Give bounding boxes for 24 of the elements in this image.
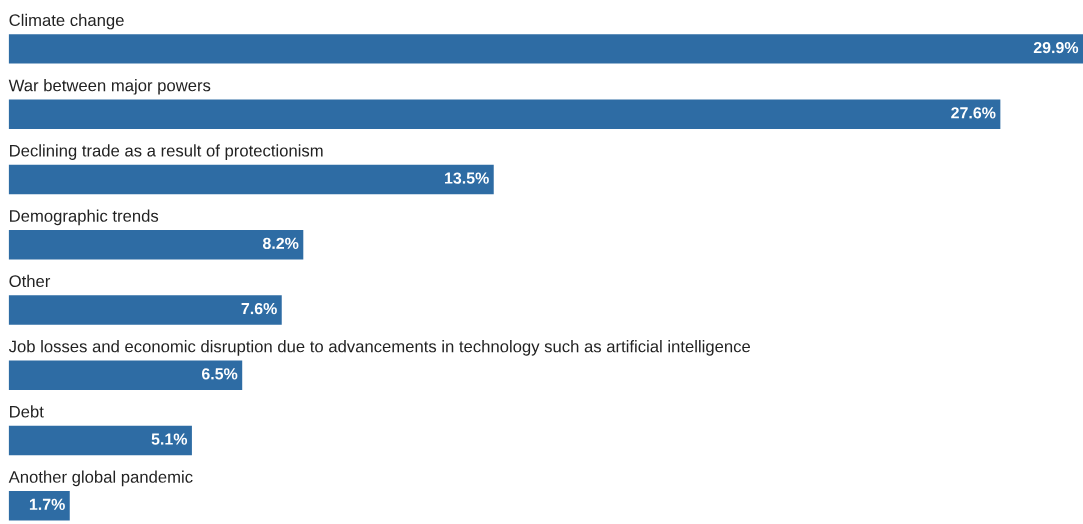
data-label: 7.6% bbox=[241, 302, 277, 315]
y-tick-label: Demographic trends bbox=[10, 209, 159, 226]
bar bbox=[8, 34, 1083, 64]
bar bbox=[8, 230, 304, 260]
bar bbox=[8, 360, 243, 390]
bar bbox=[8, 295, 282, 325]
data-label: 1.7% bbox=[29, 498, 65, 510]
data-label: 8.2% bbox=[262, 237, 299, 249]
bar bbox=[8, 164, 494, 195]
y-tick-label: Climate change bbox=[9, 13, 124, 30]
data-label: 5.1% bbox=[151, 433, 188, 445]
data-label: 27.6% bbox=[951, 107, 996, 119]
y-tick-label: Debt bbox=[10, 405, 44, 418]
data-label: 13.5% bbox=[445, 172, 489, 184]
bar bbox=[8, 425, 192, 456]
data-label: 6.5% bbox=[201, 368, 238, 380]
y-tick-label: Other bbox=[9, 274, 51, 288]
y-tick-label: War between major powers bbox=[8, 79, 211, 95]
bar bbox=[8, 99, 1001, 129]
bar bbox=[8, 491, 70, 521]
y-tick-label: Job losses and economic disruption due to advancements in technology such as artificial intelligence bbox=[8, 340, 751, 356]
y-tick-label: Declining trade as a result of protectionism bbox=[10, 144, 323, 160]
data-label: 29.9% bbox=[1033, 41, 1079, 54]
y-tick-label: Another global pandemic bbox=[8, 470, 193, 487]
